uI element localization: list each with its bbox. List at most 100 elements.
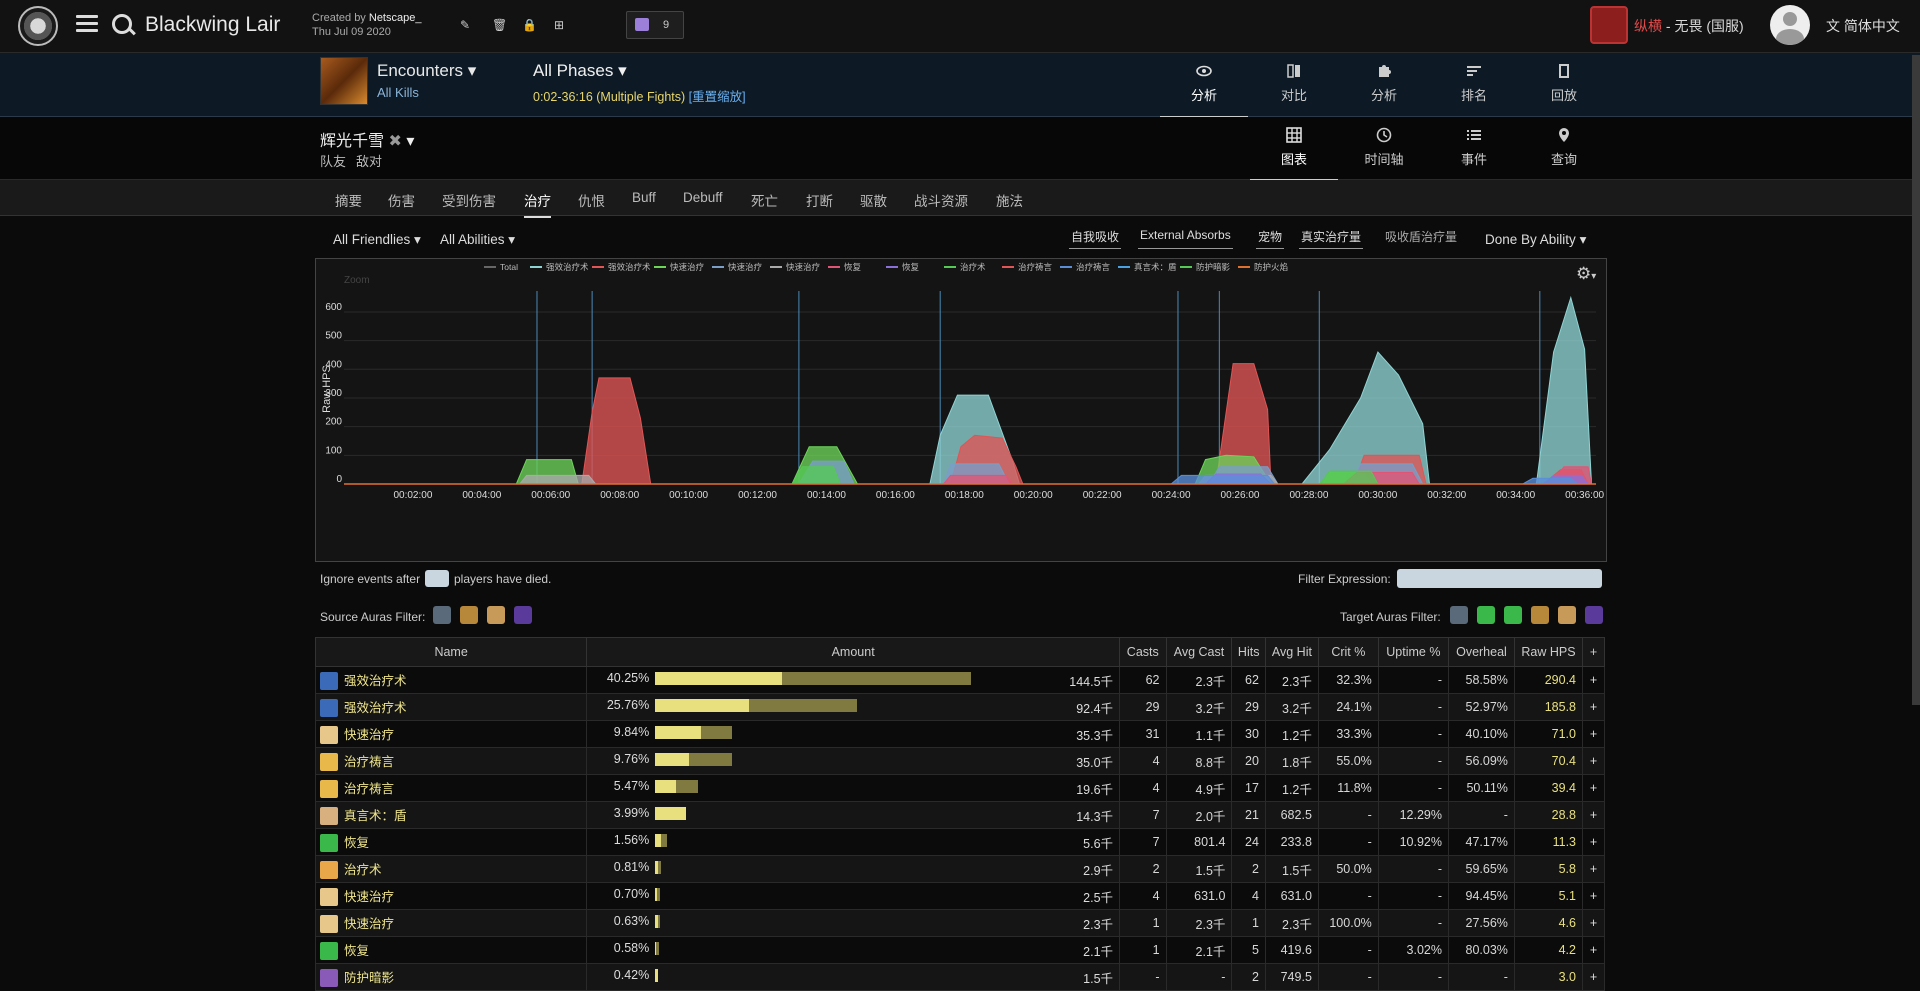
twitch-button[interactable]: 9	[626, 11, 684, 39]
expand-row-button[interactable]: +	[1582, 720, 1605, 748]
search-icon[interactable]	[112, 14, 132, 34]
ability-cell[interactable]: 治疗祷言	[314, 774, 588, 802]
tab-timeline[interactable]: 时间轴	[1340, 117, 1428, 179]
legend-item[interactable]: 治疗术	[960, 262, 986, 272]
source-aura-icon[interactable]	[487, 606, 505, 624]
done-by-dropdown[interactable]: Done By Ability ▾	[1485, 232, 1586, 248]
table-row[interactable]: 强效治疗术 25.76% 92.4千 29 3.2千 29 3.2千 24.1% -52.97%…	[314, 693, 1605, 721]
friendly-link[interactable]: 队友	[320, 154, 347, 169]
tab-query[interactable]: 查询	[1520, 117, 1608, 179]
creator-name[interactable]: Netscape_	[368, 12, 422, 24]
col-header[interactable]: Crit %	[1317, 637, 1379, 667]
all-kills-link[interactable]: All Kills	[377, 85, 419, 100]
col-header[interactable]: Overheal	[1448, 637, 1515, 667]
legend-item[interactable]: 强效治疗术	[546, 262, 589, 272]
ability-cell[interactable]: 真言术：盾	[314, 801, 588, 829]
legend-item[interactable]: 防护暗影	[1196, 262, 1231, 272]
legend-item[interactable]: 恢复	[902, 262, 920, 272]
ability-cell[interactable]: 快速治疗	[314, 720, 588, 748]
pets-toggle[interactable]: 宠物	[1256, 228, 1285, 249]
expand-row-button[interactable]: +	[1582, 828, 1605, 856]
table-row[interactable]: 快速治疗 9.84% 35.3千 31 1.1千 30 1.2千 33.3% -40.10% 71…	[314, 720, 1605, 748]
table-row[interactable]: 防护暗影 0.42% 1.5千 - -2 749.5- - -3.0 +	[314, 963, 1605, 991]
friendlies-dropdown[interactable]: All Friendlies ▾	[333, 232, 421, 248]
page-scrollbar[interactable]	[1912, 55, 1920, 705]
col-header[interactable]: Casts	[1119, 637, 1167, 667]
zone-title[interactable]: Blackwing Lair	[145, 13, 281, 36]
trash-icon[interactable]: 🗑	[492, 18, 508, 32]
tab-debuffs[interactable]: Debuff	[683, 190, 723, 205]
col-header[interactable]: Name	[314, 637, 588, 667]
self-absorbs-toggle[interactable]: 自我吸收	[1069, 228, 1122, 249]
ability-cell[interactable]: 快速治疗	[314, 882, 588, 910]
menu-icon[interactable]	[76, 15, 98, 33]
source-aura-icon[interactable]	[433, 606, 451, 624]
col-header[interactable]: Avg Cast	[1165, 637, 1233, 667]
tab-analysis[interactable]: 分析	[1340, 53, 1428, 116]
tab-casts[interactable]: 施法	[996, 194, 1023, 209]
tab-deaths[interactable]: 死亡	[751, 194, 778, 209]
tab-healing[interactable]: 治疗	[524, 190, 551, 218]
col-header[interactable]: Amount	[586, 637, 1121, 667]
tab-compare[interactable]: 对比	[1250, 53, 1338, 116]
table-row[interactable]: 快速治疗 0.63% 2.3千 1 2.3千 1 2.3千 100.0% -27.56% 4.6 +	[314, 909, 1605, 937]
external-absorbs-toggle[interactable]: External Absorbs	[1138, 228, 1233, 249]
ability-cell[interactable]: 恢复	[314, 828, 588, 856]
col-header[interactable]: Raw HPS	[1513, 637, 1584, 667]
target-aura-icon[interactable]	[1585, 606, 1603, 624]
effective-healing-toggle[interactable]: 真实治疗量	[1299, 228, 1364, 249]
expand-row-button[interactable]: +	[1582, 882, 1605, 910]
expand-row-button[interactable]: +	[1582, 963, 1605, 991]
expand-row-button[interactable]: +	[1582, 855, 1605, 883]
tab-resources[interactable]: 战斗资源	[914, 194, 968, 209]
target-aura-icon[interactable]	[1504, 606, 1522, 624]
table-row[interactable]: 强效治疗术 40.25% 144.5千 62 2.3千 62 2.3千 32.3% -58.58…	[314, 666, 1605, 694]
lock-icon[interactable]: 🔒	[522, 18, 537, 32]
target-aura-icon[interactable]	[1477, 606, 1495, 624]
encounters-dropdown[interactable]: Encounters ▾	[377, 61, 476, 81]
expand-row-button[interactable]: +	[1582, 801, 1605, 829]
legend-item[interactable]: 治疗祷言	[1076, 262, 1111, 272]
legend-item[interactable]: 恢复	[844, 262, 862, 272]
site-logo-icon[interactable]	[18, 6, 58, 46]
col-header[interactable]: Hits	[1231, 637, 1266, 667]
table-row[interactable]: 快速治疗 0.70% 2.5千 4 631.0 4 631.0- -94.45% 5.1 +	[314, 882, 1605, 910]
tab-dispels[interactable]: 驱散	[860, 194, 887, 209]
table-row[interactable]: 治疗术 0.81% 2.9千 2 1.5千 2 1.5千 50.0% -59.65% 5.8 +	[314, 855, 1605, 883]
death-count-input[interactable]	[425, 570, 449, 587]
hostile-link[interactable]: 敌对	[356, 154, 383, 169]
ability-cell[interactable]: 强效治疗术	[314, 693, 588, 721]
reset-zoom-link[interactable]: [重置缩放]	[688, 90, 746, 104]
tab-replay[interactable]: 回放	[1520, 53, 1608, 116]
tab-damage-done[interactable]: 伤害	[388, 194, 415, 209]
ability-cell[interactable]: 恢复	[314, 936, 588, 964]
source-aura-icon[interactable]	[460, 606, 478, 624]
tab-rankings[interactable]: 排名	[1430, 53, 1518, 116]
filter-expression-input[interactable]	[1397, 569, 1602, 588]
legend-item[interactable]: Total	[500, 262, 518, 272]
ability-cell[interactable]: 强效治疗术	[314, 666, 588, 694]
edit-icon[interactable]: ✎	[460, 18, 471, 32]
actor-selector[interactable]: 辉光千雪 ✖ ▾	[320, 127, 414, 151]
target-aura-icon[interactable]	[1450, 606, 1468, 624]
expand-row-button[interactable]: +	[1582, 693, 1605, 721]
archive-icon[interactable]: ⊞	[554, 18, 565, 32]
table-row[interactable]: 恢复 1.56% 5.6千 7 801.4 24 233.8-10.92% 47.17% 11.…	[314, 828, 1605, 856]
tab-damage-taken[interactable]: 受到伤害	[442, 194, 496, 209]
legend-item[interactable]: 防护火焰	[1254, 262, 1288, 272]
legend-item[interactable]: 治疗祷言	[1018, 262, 1053, 272]
abilities-dropdown[interactable]: All Abilities ▾	[440, 232, 515, 248]
expand-row-button[interactable]: +	[1582, 936, 1605, 964]
chart-settings-gear-icon[interactable]: ⚙▾	[1576, 264, 1597, 283]
legend-item[interactable]: 快速治疗	[786, 262, 821, 272]
legend-item[interactable]: 真言术：盾	[1134, 262, 1177, 272]
healing-chart[interactable]: Zoom Raw HPS 0 100 200 300 400 500 600 00:02:00 00…	[315, 258, 1607, 562]
table-row[interactable]: 恢复 0.58% 2.1千 1 2.1千 5 419.6-3.02% 80.03% 4.2 +	[314, 936, 1605, 964]
player-name[interactable]: 纵横 - 无畏 (国服)	[1634, 16, 1744, 36]
language-selector[interactable]: 文 简体中文	[1826, 16, 1900, 36]
ability-cell[interactable]: 治疗祷言	[314, 747, 588, 775]
table-row[interactable]: 真言术：盾 3.99% 14.3千 7 2.0千 21 682.5-12.29% -28.8 +	[314, 801, 1605, 829]
ability-cell[interactable]: 治疗术	[314, 855, 588, 883]
avatar[interactable]	[1770, 5, 1810, 45]
expand-row-button[interactable]: +	[1582, 909, 1605, 937]
